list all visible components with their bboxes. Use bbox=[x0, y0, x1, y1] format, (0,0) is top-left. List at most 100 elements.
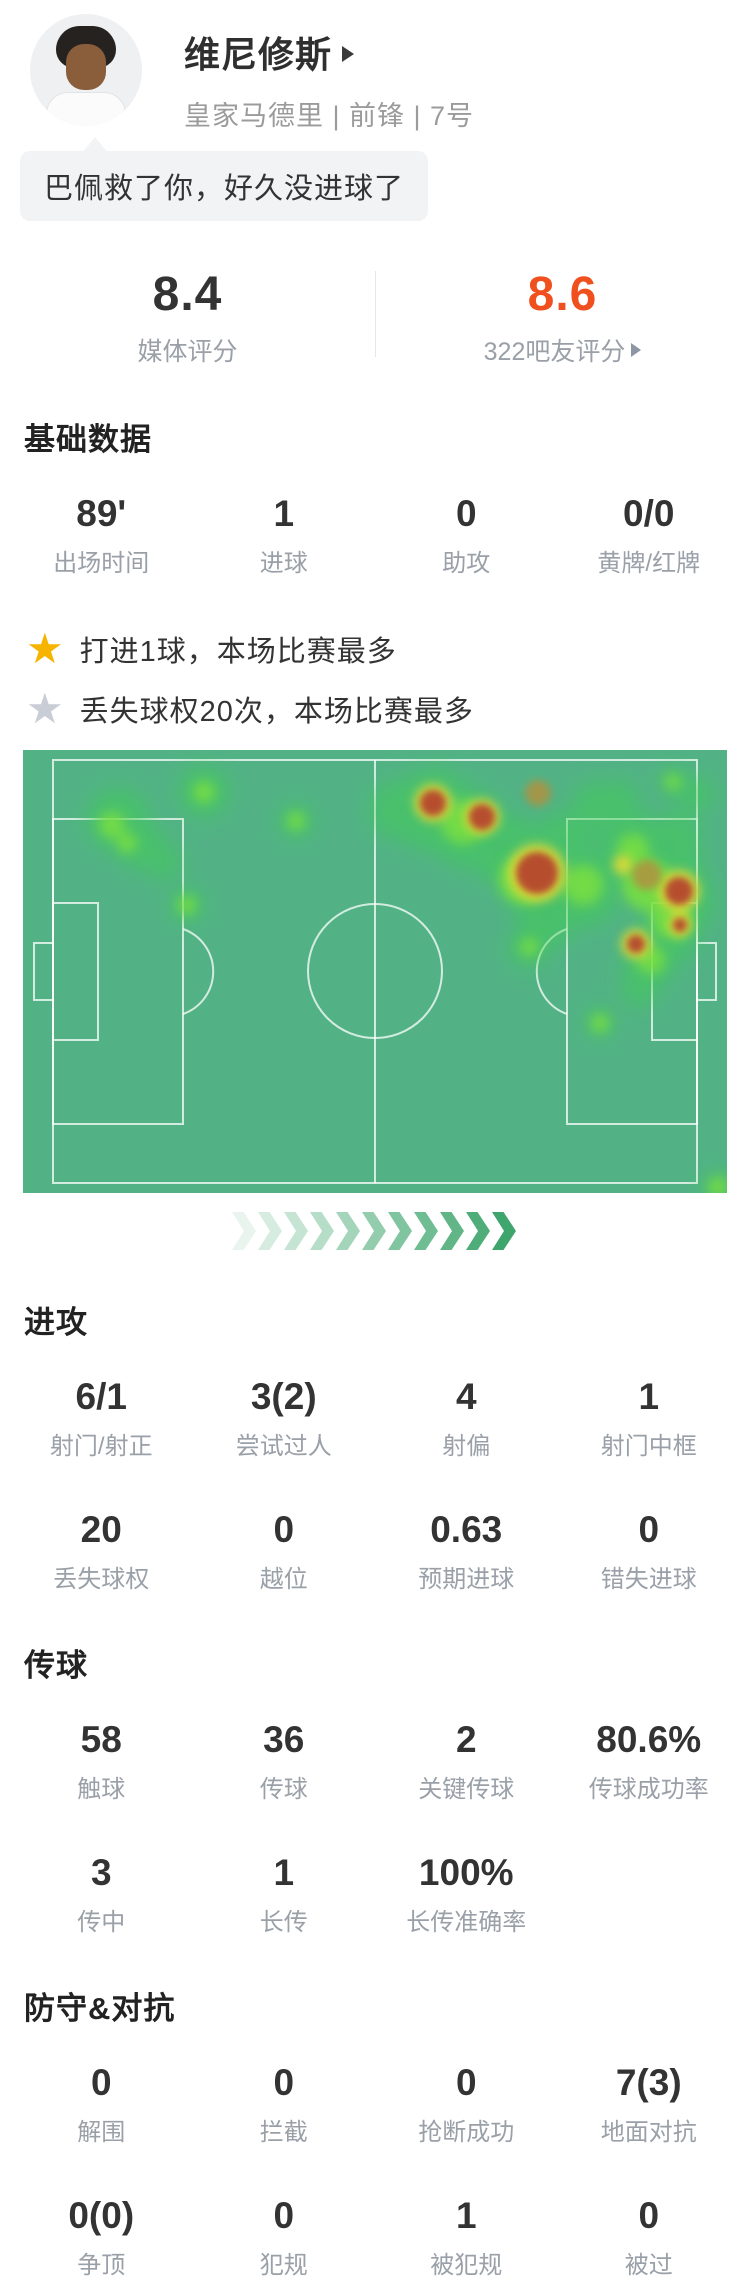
stat-cell: 7(3) 地面对抗 bbox=[558, 2062, 741, 2147]
stat-value: 80.6% bbox=[596, 1719, 702, 1760]
stat-value: 0 bbox=[455, 2062, 477, 2103]
section-title-basic: 基础数据 bbox=[24, 422, 152, 457]
stat-label: 射门中框 bbox=[600, 1433, 697, 1460]
chevron-icon bbox=[388, 1212, 412, 1250]
chevron-icon bbox=[492, 1212, 516, 1250]
section-title-defense: 防守&对抗 bbox=[24, 1991, 176, 2026]
media-rating: 8.4 媒体评分 bbox=[0, 267, 375, 368]
comment-bubble: 巴佩救了你，好久没进球了 bbox=[20, 137, 429, 221]
stat-label: 射门/射正 bbox=[49, 1433, 153, 1460]
pitch-svg bbox=[33, 759, 727, 1193]
stat-label: 错失进球 bbox=[600, 1566, 697, 1593]
chevron-icon bbox=[362, 1212, 386, 1250]
media-rating-label: 媒体评分 bbox=[137, 338, 238, 366]
stat-label: 射偏 bbox=[442, 1433, 491, 1460]
stat-cell: 1 被犯规 bbox=[375, 2195, 558, 2280]
stat-label: 争顶 bbox=[77, 2252, 126, 2279]
stat-cell: 0 越位 bbox=[193, 1509, 376, 1594]
caret-right-icon bbox=[631, 343, 642, 357]
stat-cell: 0 解围 bbox=[10, 2062, 193, 2147]
stat-value: 4 bbox=[455, 1376, 477, 1417]
stat-cell: 58 触球 bbox=[10, 1719, 193, 1804]
stat-label: 传中 bbox=[77, 1909, 126, 1936]
stat-value: 89' bbox=[76, 493, 127, 534]
stat-cell: 3 传中 bbox=[10, 1852, 193, 1937]
stat-cell: 0 被过 bbox=[558, 2195, 741, 2280]
stat-value: 0 bbox=[273, 2195, 295, 2236]
stat-label: 越位 bbox=[259, 1566, 308, 1593]
stat-label: 出场时间 bbox=[53, 550, 150, 577]
stat-value: 1 bbox=[455, 2195, 477, 2236]
heatmap-pitch bbox=[23, 750, 727, 1193]
stat-cell: 4 射偏 bbox=[375, 1376, 558, 1461]
stat-label: 解围 bbox=[77, 2119, 126, 2146]
comment-bubble-wrap: 巴佩救了你，好久没进球了 bbox=[0, 133, 750, 221]
stat-cell: 1 进球 bbox=[193, 493, 376, 578]
stat-label: 预期进球 bbox=[418, 1566, 515, 1593]
caret-right-icon bbox=[342, 46, 355, 62]
stat-cell: 1 射门中框 bbox=[558, 1376, 741, 1461]
stat-label: 传球成功率 bbox=[588, 1776, 709, 1803]
attack-stats-grid: 6/1 射门/射正 3(2) 尝试过人 4 射偏 1 射门中框 20 丢失球权 0 越位 0.63 预期进… bbox=[0, 1376, 750, 1594]
stat-value: 100% bbox=[418, 1852, 514, 1893]
stat-value: 0 bbox=[273, 1509, 295, 1550]
stat-label: 关键传球 bbox=[418, 1776, 515, 1803]
stat-cell: 36 传球 bbox=[193, 1719, 376, 1804]
chevrons-divider bbox=[0, 1211, 750, 1251]
stat-value: 3(2) bbox=[250, 1376, 317, 1417]
ratings-divider bbox=[375, 271, 376, 357]
stat-value: 7(3) bbox=[615, 2062, 682, 2103]
stat-label: 传球 bbox=[259, 1776, 308, 1803]
stat-value: 0/0 bbox=[623, 493, 675, 534]
ratings-row: 8.4 媒体评分 8.6 322吧友评分 bbox=[0, 267, 750, 368]
stat-cell: 3(2) 尝试过人 bbox=[193, 1376, 376, 1461]
heat-layer-olive bbox=[525, 780, 662, 890]
highlights: ★ 打进1球，本场比赛最多 ★ 丢失球权20次，本场比赛最多 bbox=[0, 628, 750, 730]
stat-value: 1 bbox=[273, 493, 295, 534]
stat-cell: 0 拦截 bbox=[193, 2062, 376, 2147]
stat-label: 长传准确率 bbox=[406, 1909, 527, 1936]
player-name-row[interactable]: 维尼修斯 bbox=[184, 26, 474, 78]
defense-stats-grid: 0 解围 0 拦截 0 抢断成功 7(3) 地面对抗 0(0) 争顶 0 犯规 1 被犯规 0 被过 bbox=[0, 2062, 750, 2280]
stat-label: 进球 bbox=[259, 550, 308, 577]
highlight-row-possession-lost: ★ 丢失球权20次，本场比赛最多 bbox=[26, 688, 724, 730]
chevron-icon bbox=[232, 1212, 256, 1250]
basic-stats-grid: 89' 出场时间 1 进球 0 助攻 0/0 黄牌/红牌 bbox=[0, 493, 750, 578]
star-gray-icon: ★ bbox=[26, 685, 64, 732]
stat-value: 58 bbox=[80, 1719, 122, 1760]
stat-cell: 0 助攻 bbox=[375, 493, 558, 578]
stat-cell: 0 抢断成功 bbox=[375, 2062, 558, 2147]
stat-label: 长传 bbox=[259, 1909, 308, 1936]
stat-label: 地面对抗 bbox=[600, 2119, 697, 2146]
avatar-jersey bbox=[46, 92, 126, 126]
stat-label: 拦截 bbox=[259, 2119, 308, 2146]
avatar-face bbox=[66, 44, 106, 90]
stat-value: 0 bbox=[455, 493, 477, 534]
stat-value: 1 bbox=[273, 1852, 295, 1893]
fans-rating[interactable]: 8.6 322吧友评分 bbox=[375, 267, 750, 368]
player-header: 维尼修斯 皇家马德里 | 前锋 | 7号 bbox=[0, 0, 750, 133]
chevron-icon bbox=[258, 1212, 282, 1250]
section-title-attack: 进攻 bbox=[24, 1305, 88, 1340]
stat-cell: 0/0 黄牌/红牌 bbox=[558, 493, 741, 578]
stat-cell: 89' 出场时间 bbox=[10, 493, 193, 578]
star-gold-icon: ★ bbox=[26, 625, 64, 672]
stat-value: 1 bbox=[638, 1376, 660, 1417]
stat-value: 36 bbox=[263, 1719, 305, 1760]
stat-label: 尝试过人 bbox=[235, 1433, 332, 1460]
section-title-passing: 传球 bbox=[24, 1648, 88, 1683]
stat-label: 助攻 bbox=[442, 550, 491, 577]
player-header-text: 维尼修斯 皇家马德里 | 前锋 | 7号 bbox=[184, 14, 474, 133]
stat-cell: 0 错失进球 bbox=[558, 1509, 741, 1594]
stat-cell: 80.6% 传球成功率 bbox=[558, 1719, 741, 1804]
highlight-row-goal: ★ 打进1球，本场比赛最多 bbox=[26, 628, 724, 670]
fans-rating-value: 8.6 bbox=[527, 268, 598, 321]
stat-label: 犯规 bbox=[259, 2252, 308, 2279]
chevron-icon bbox=[310, 1212, 334, 1250]
stat-cell: 2 关键传球 bbox=[375, 1719, 558, 1804]
stat-label: 抢断成功 bbox=[418, 2119, 515, 2146]
heat-layer-red bbox=[420, 790, 693, 953]
stat-cell: 100% 长传准确率 bbox=[375, 1852, 558, 1937]
player-name: 维尼修斯 bbox=[184, 34, 333, 75]
